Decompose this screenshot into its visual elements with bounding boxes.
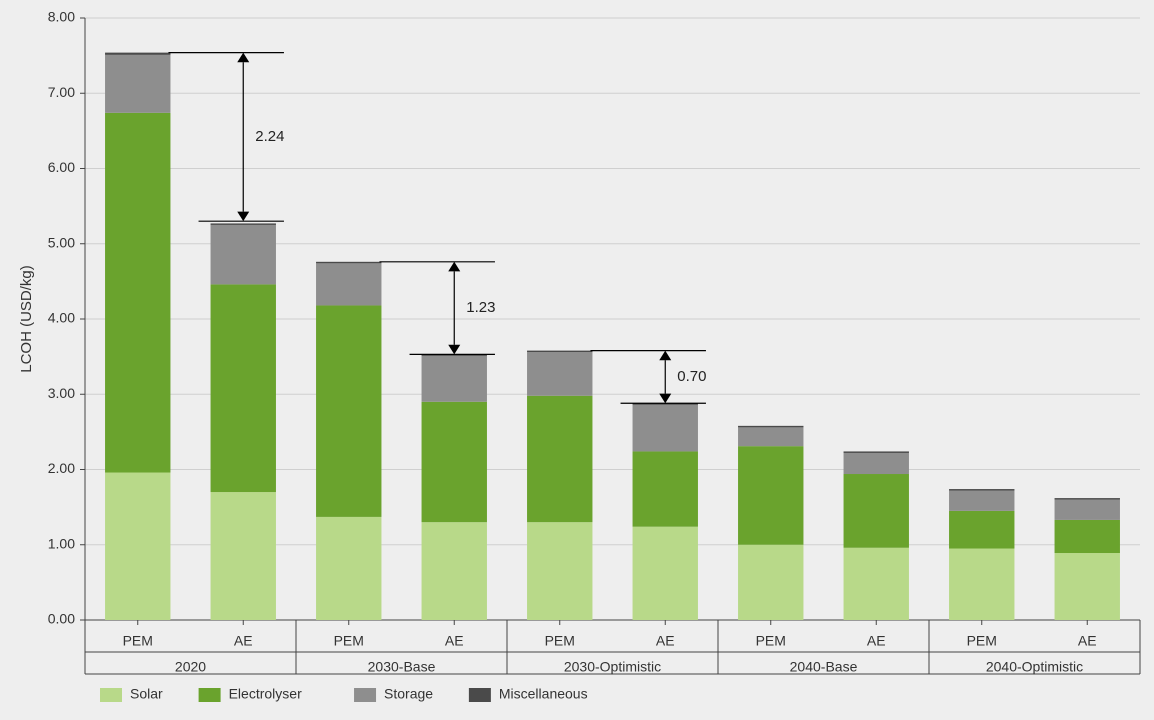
y-tick-label: 7.00 (48, 84, 75, 100)
legend-label: Solar (130, 686, 163, 702)
bar-segment-electrolyser (633, 451, 698, 526)
bar (949, 489, 1014, 620)
x-sub-label: AE (656, 633, 675, 649)
y-tick-label: 3.00 (48, 385, 75, 401)
bar-segment-electrolyser (316, 305, 381, 516)
bar-segment-solar (738, 545, 803, 620)
legend-swatch (100, 688, 122, 702)
legend-swatch (354, 688, 376, 702)
bar-segment-miscellaneous (738, 426, 803, 428)
x-sub-label: PEM (123, 633, 153, 649)
bar-segment-miscellaneous (105, 53, 170, 55)
x-group-label: 2020 (175, 659, 206, 675)
bar-segment-electrolyser (527, 396, 592, 522)
bar-segment-electrolyser (422, 402, 487, 522)
x-sub-label: PEM (545, 633, 575, 649)
bar-segment-solar (105, 473, 170, 620)
y-tick-label: 2.00 (48, 460, 75, 476)
bar-segment-miscellaneous (1055, 498, 1120, 500)
bar-segment-miscellaneous (844, 451, 909, 453)
bar-segment-solar (211, 492, 276, 620)
bar (316, 262, 381, 620)
bar-segment-solar (527, 522, 592, 620)
bar-segment-miscellaneous (527, 351, 592, 353)
bar-segment-storage (422, 356, 487, 402)
bar-segment-miscellaneous (211, 223, 276, 225)
y-axis-label: LCOH (USD/kg) (18, 265, 35, 373)
bar (633, 403, 698, 620)
x-sub-label: AE (234, 633, 253, 649)
bar-segment-storage (1055, 500, 1120, 520)
chart-container: 0.00 1.00 2.00 3.00 4.00 5.00 6.00 7.00 8.00 LCOH… (0, 0, 1154, 720)
y-tick-label: 0.00 (48, 611, 75, 627)
x-sub-label: AE (1078, 633, 1097, 649)
bar-segment-miscellaneous (316, 262, 381, 264)
bar-segment-electrolyser (1055, 520, 1120, 553)
bar (422, 354, 487, 620)
x-sub-label: AE (445, 633, 464, 649)
bar (211, 223, 276, 620)
x-group-label: 2040-Base (790, 659, 858, 675)
legend-label: Storage (384, 686, 433, 702)
bar-segment-electrolyser (738, 446, 803, 545)
x-sub-label: AE (867, 633, 886, 649)
x-group-label: 2030-Optimistic (564, 659, 661, 675)
bar (844, 451, 909, 620)
bar-segment-storage (844, 453, 909, 474)
bar (1055, 498, 1120, 620)
stacked-bar-chart: 0.00 1.00 2.00 3.00 4.00 5.00 6.00 7.00 8.00 LCOH… (0, 0, 1154, 720)
legend-swatch (199, 688, 221, 702)
y-tick-label: 8.00 (48, 9, 75, 25)
bar-segment-electrolyser (105, 113, 170, 473)
bar-segment-storage (105, 55, 170, 113)
bar-segment-miscellaneous (949, 489, 1014, 491)
bar (105, 53, 170, 620)
bar-segment-electrolyser (211, 284, 276, 492)
bar (738, 426, 803, 620)
x-group-label: 2030-Base (368, 659, 436, 675)
legend-label: Miscellaneous (499, 686, 588, 702)
delta-label: 0.70 (677, 368, 706, 385)
bar-segment-electrolyser (844, 474, 909, 548)
x-sub-label: PEM (334, 633, 364, 649)
x-sub-label: PEM (967, 633, 997, 649)
y-tick-label: 4.00 (48, 310, 75, 326)
x-group-label: 2040-Optimistic (986, 659, 1083, 675)
bar-segment-solar (844, 548, 909, 620)
legend-label: Electrolyser (229, 686, 302, 702)
delta-label: 2.24 (255, 128, 284, 145)
y-tick-label: 6.00 (48, 159, 75, 175)
bar-segment-solar (316, 517, 381, 620)
y-tick-label: 1.00 (48, 535, 75, 551)
delta-label: 1.23 (466, 299, 495, 316)
bar-segment-storage (527, 352, 592, 396)
bar-segment-solar (633, 527, 698, 620)
bar-segment-solar (949, 549, 1014, 620)
bar-segment-solar (422, 522, 487, 620)
bar-segment-storage (738, 427, 803, 446)
y-tick-label: 5.00 (48, 234, 75, 250)
bar (527, 351, 592, 620)
bar-segment-storage (211, 225, 276, 284)
x-sub-label: PEM (756, 633, 786, 649)
legend-swatch (469, 688, 491, 702)
bar-segment-storage (316, 263, 381, 305)
bar-segment-storage (633, 405, 698, 452)
bar-segment-storage (949, 491, 1014, 511)
bar-segment-solar (1055, 553, 1120, 620)
bar-segment-electrolyser (949, 511, 1014, 549)
